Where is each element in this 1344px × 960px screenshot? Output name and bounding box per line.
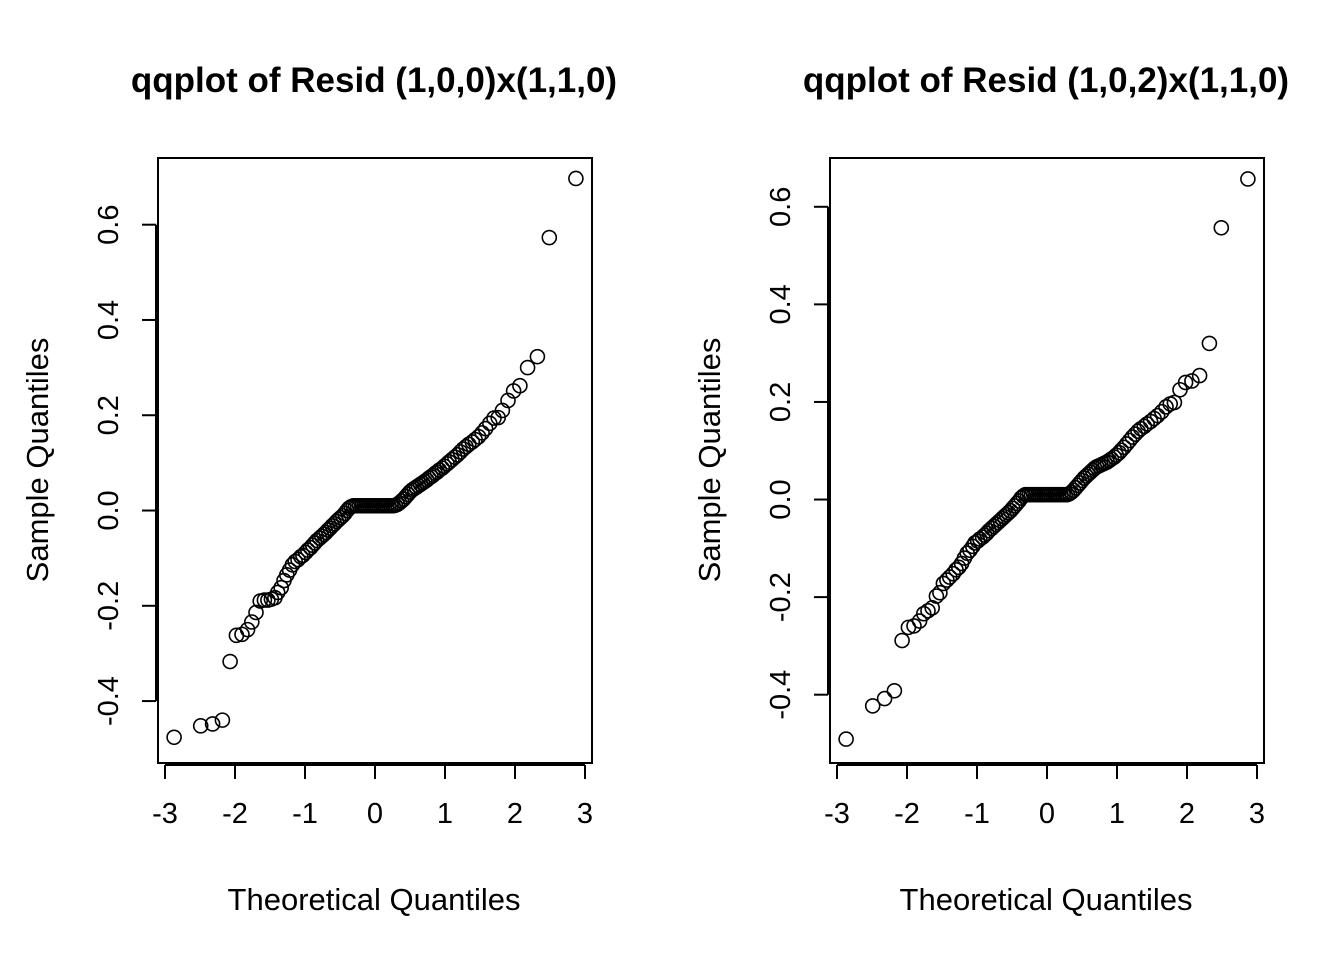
panel-2-data-point <box>1124 429 1141 445</box>
panel-1-data-point <box>519 359 536 376</box>
panel-1-data-point <box>239 621 256 638</box>
panel-1-data-point <box>204 716 221 732</box>
panel-2-data-point <box>876 690 893 707</box>
panel-2-x-tick-label: -1 <box>964 798 990 830</box>
panel-1-y-axis: -0.4 -0.2 0.0 0.2 0.4 0.6 <box>93 205 157 726</box>
panel-2-data-point <box>1166 394 1183 411</box>
panel-1-data-point <box>248 604 264 621</box>
panel-2-data-point <box>950 559 967 576</box>
panel-2-data-point <box>1158 399 1174 415</box>
panel-1-data-point <box>284 557 301 573</box>
panel-2-data-point <box>1111 444 1127 461</box>
panel-2: qqplot of Resid (1,0,2)x(1,1,0) -3 -2 -1 0 1… <box>692 61 1289 917</box>
panel-1-data-point <box>481 415 498 432</box>
panel-2-y-tick-label: -0.4 <box>765 670 797 720</box>
panel-1-y-axis-label: Sample Quantiles <box>20 338 55 583</box>
panel-1-data-point <box>477 420 494 437</box>
panel-1-y-tick-label: -0.4 <box>93 676 125 726</box>
panel-1-x-axis: -3 -2 -1 0 1 2 3 <box>152 764 593 830</box>
panel-2-y-tick-label: 0.4 <box>765 284 797 324</box>
panel-1-data-point <box>500 392 516 409</box>
panel-2-data-point <box>906 618 922 634</box>
panel-2-data-point <box>920 602 936 619</box>
panel-2-y-axis-label: Sample Quantiles <box>692 338 727 583</box>
panel-2-data-point <box>932 584 948 601</box>
panel-2-x-tick-label: 0 <box>1039 798 1055 830</box>
panel-1-data-point <box>214 712 231 728</box>
panel-1-data-point <box>273 579 290 596</box>
panel-2-data-point <box>1184 373 1200 389</box>
panel-2-data-point <box>1149 407 1166 424</box>
panel-1-y-tick-label: 0.2 <box>93 395 125 435</box>
panel-2-data-point <box>864 698 881 714</box>
panel-2-x-axis: -3 -2 -1 0 1 2 3 <box>824 764 1265 830</box>
panel-2-data-point <box>1240 171 1256 187</box>
panel-2-data-point <box>1191 367 1208 384</box>
panel-1-data-point <box>446 449 463 465</box>
panel-1-data-point <box>256 592 273 608</box>
panel-2-data-point <box>928 588 945 604</box>
panel-2-data-point <box>894 632 910 649</box>
panel-1-data-point <box>541 229 558 246</box>
panel-1-x-tick-label: -2 <box>222 798 248 830</box>
panel-1-x-tick-label: -1 <box>292 798 318 830</box>
panel-1-x-tick-label: -3 <box>152 798 178 830</box>
panel-1-points <box>166 170 584 746</box>
panel-2-x-tick-label: -2 <box>894 798 920 830</box>
panel-2-data-point <box>838 731 854 747</box>
panel-1-title: qqplot of Resid (1,0,0)x(1,1,0) <box>131 61 617 100</box>
panel-1-x-tick-label: 0 <box>367 798 383 830</box>
panel-2-data-point <box>1177 374 1194 391</box>
panel-2-x-tick-label: 3 <box>1249 798 1265 830</box>
panel-2-title: qqplot of Resid (1,0,2)x(1,1,0) <box>803 61 1289 100</box>
panel-2-y-tick-label: 0.0 <box>765 479 797 519</box>
panel-1-data-point <box>474 425 490 441</box>
panel-1: qqplot of Resid (1,0,0)x(1,1,0) -3 -2 -1 0 1… <box>20 61 617 917</box>
panel-2-data-point <box>1201 335 1218 352</box>
panel-1-data-point <box>166 729 182 746</box>
panel-1-x-tick-label: 3 <box>577 798 593 830</box>
panel-2-points <box>838 171 1256 747</box>
panel-1-x-tick-label: 2 <box>507 798 523 830</box>
panel-2-data-point <box>911 613 928 629</box>
panel-1-data-point <box>512 377 528 394</box>
panel-1-data-point <box>568 170 584 187</box>
panel-1-data-point <box>269 584 286 601</box>
panel-1-data-point <box>449 446 466 463</box>
panel-1-plot-frame <box>157 157 593 764</box>
panel-2-data-point <box>1154 403 1170 420</box>
panel-1-data-point <box>222 653 238 670</box>
panel-2-y-tick-label: 0.2 <box>765 382 797 422</box>
panel-2-y-tick-label: -0.2 <box>765 572 797 622</box>
panel-2-plot-frame <box>829 157 1265 764</box>
panel-1-y-tick-label: -0.2 <box>93 581 125 631</box>
panel-2-data-point <box>886 682 903 699</box>
panel-2-y-axis: -0.4 -0.2 0.0 0.2 0.4 0.6 <box>765 187 829 720</box>
panel-2-data-point <box>1127 426 1143 442</box>
panel-1-y-tick-label: 0.4 <box>93 300 125 340</box>
panel-1-x-axis-label: Theoretical Quantiles <box>228 882 521 917</box>
panel-1-x-tick-label: 1 <box>437 798 453 830</box>
panel-1-data-point <box>192 718 209 734</box>
panel-2-x-axis-label: Theoretical Quantiles <box>900 882 1193 917</box>
panel-2-data-point <box>1213 219 1230 236</box>
panel-1-data-point <box>234 626 250 643</box>
panel-1-data-point <box>244 614 260 630</box>
panel-1-y-tick-label: 0.6 <box>93 205 125 245</box>
panel-1-data-point <box>529 348 546 365</box>
panel-2-x-tick-label: 1 <box>1109 798 1125 830</box>
panel-2-x-tick-label: 2 <box>1179 798 1195 830</box>
panel-2-x-tick-label: -3 <box>824 798 850 830</box>
panel-2-data-point <box>915 605 932 622</box>
panel-2-y-tick-label: 0.6 <box>765 187 797 227</box>
panel-1-y-tick-label: 0.0 <box>93 490 125 530</box>
